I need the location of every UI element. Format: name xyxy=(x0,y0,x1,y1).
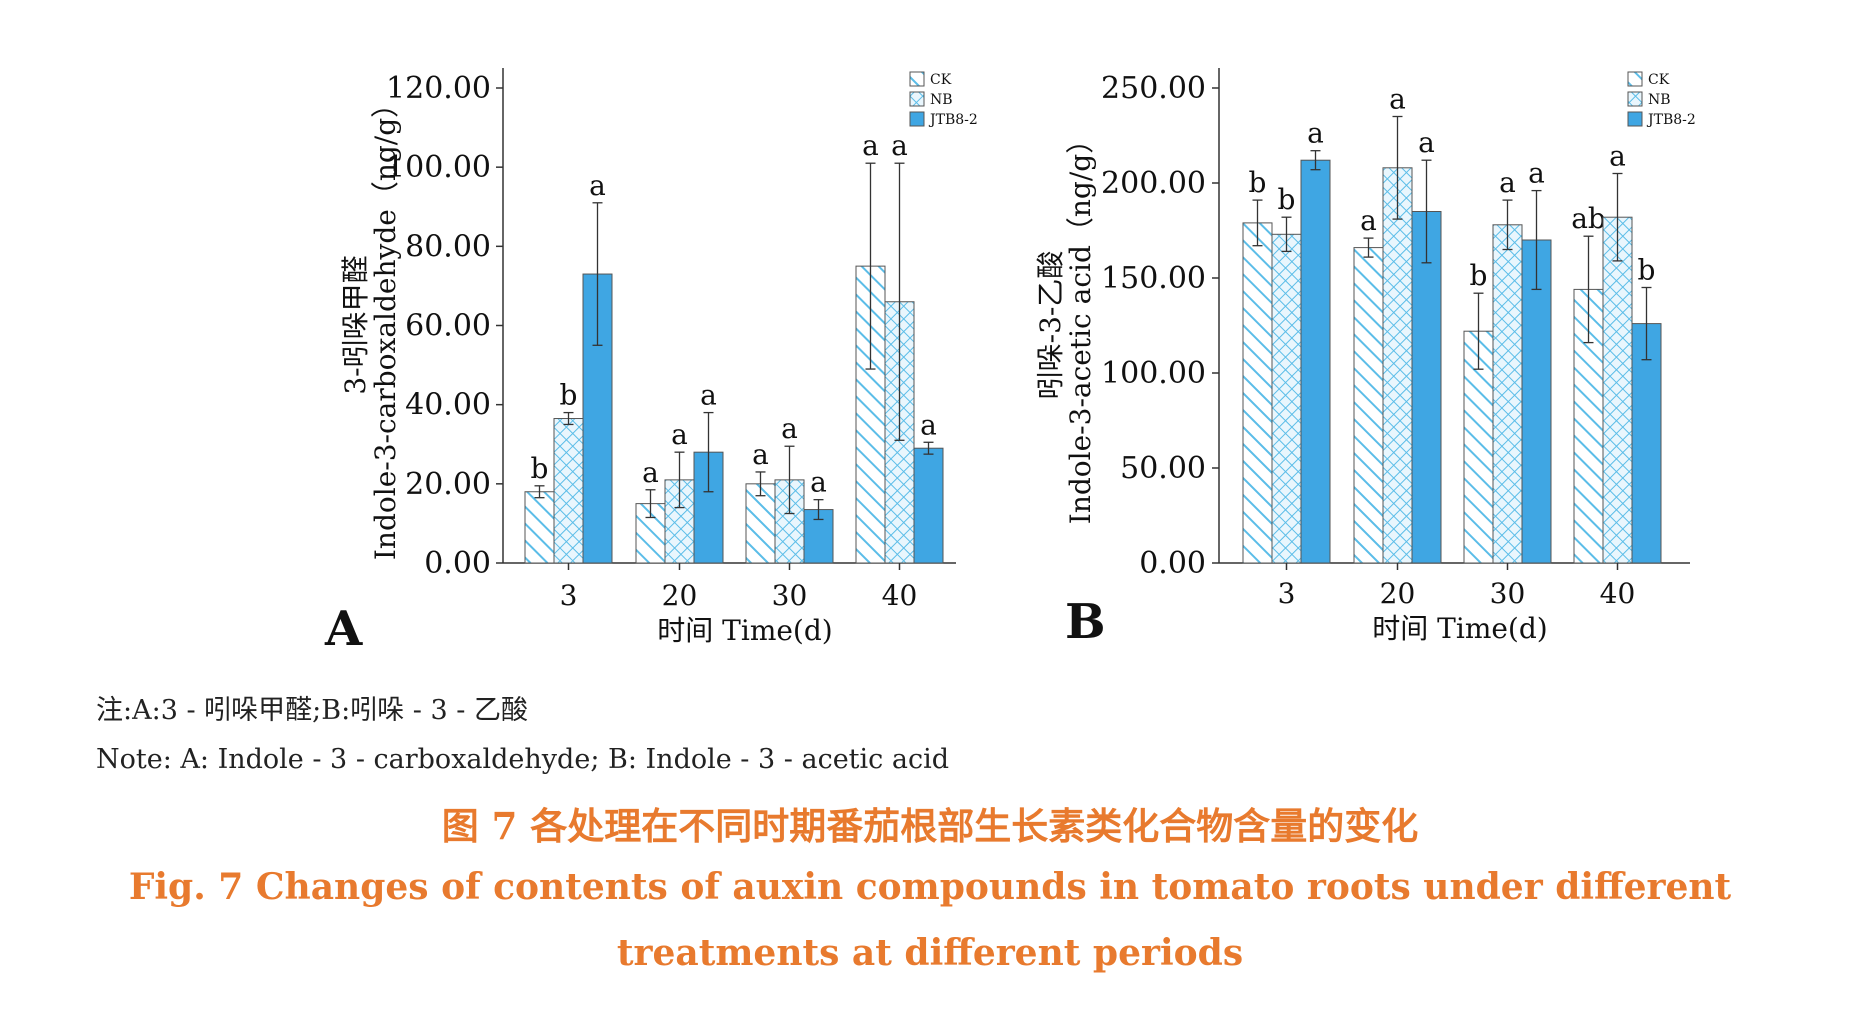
panel-a-significance-letter: a xyxy=(671,418,688,451)
panel-b-significance-letter: a xyxy=(1389,83,1406,116)
panel-a-y-axis-title-chinese: 3-吲哚甲醛 xyxy=(339,255,372,394)
panel-b-bar-nb-30 xyxy=(1492,224,1523,564)
panel-a-legend-swatch-ck xyxy=(909,71,925,87)
panel-a-x-tick-label: 30 xyxy=(772,579,808,612)
panel-b-significance-letter: b xyxy=(1638,254,1656,287)
panel-a-y-tick-label: 120.00 xyxy=(386,71,491,106)
panel-a-label: A xyxy=(324,601,363,657)
panel-b-significance-letter: a xyxy=(1307,117,1324,150)
panel-b-bar-jtb-30 xyxy=(1521,239,1552,564)
panel-b-y-tick-label: 250.00 xyxy=(1101,71,1206,106)
panel-a-significance-letter: a xyxy=(781,412,798,445)
panel-a-significance-letter: b xyxy=(560,379,578,412)
panel-b-bar-nb-40 xyxy=(1602,216,1633,564)
panel-b-x-tick-label: 3 xyxy=(1278,577,1296,610)
panel-b-significance-letter: a xyxy=(1528,157,1545,190)
figure-title-english-line1: Fig. 7 Changes of contents of auxin comp… xyxy=(128,866,1732,908)
panel-b-legend-label-nb: NB xyxy=(1648,92,1671,108)
panel-b-legend-label-ck: CK xyxy=(1648,72,1670,88)
panel-a-significance-letter: b xyxy=(531,452,549,485)
panel-a-legend-label-jtb: JTB8-2 xyxy=(928,112,978,128)
panel-a-y-tick-label: 20.00 xyxy=(405,467,491,502)
panel-b-y-tick-label: 200.00 xyxy=(1101,166,1206,201)
panel-b-significance-letter: a xyxy=(1360,204,1377,237)
panel-b-label: B xyxy=(1065,594,1106,650)
panel-a-x-tick-label: 40 xyxy=(882,579,918,612)
panel-b-bar-nb-20 xyxy=(1382,167,1413,564)
panel-b-x-axis-title: 时间 Time(d) xyxy=(1372,612,1547,645)
panel-b-significance-letter: ab xyxy=(1571,202,1606,235)
panel-a-legend-swatch-jtb xyxy=(909,111,925,127)
panel-a-legend-swatch-nb xyxy=(909,91,925,107)
panel-b-y-tick-label: 100.00 xyxy=(1101,356,1206,391)
panel-a-legend-label-ck: CK xyxy=(930,72,952,88)
panel-a-significance-letter: a xyxy=(920,408,937,441)
panel-b-significance-letter: b xyxy=(1249,166,1267,199)
figure-note-chinese: 注:A:3 - 吲哚甲醛;B:吲哚 - 3 - 乙酸 xyxy=(96,695,528,726)
panel-b-x-tick-label: 20 xyxy=(1380,577,1416,610)
figure-title-chinese: 图 7 各处理在不同时期番茄根部生长素类化合物含量的变化 xyxy=(441,804,1419,848)
panel-b-significance-letter: a xyxy=(1499,166,1516,199)
panel-b-y-tick-label: 150.00 xyxy=(1101,261,1206,296)
panel-b-legend-swatch-jtb xyxy=(1627,111,1643,127)
panel-a-significance-letter: a xyxy=(589,169,606,202)
panel-b-legend-swatch-ck xyxy=(1627,71,1643,87)
panel-a-significance-letter: a xyxy=(700,379,717,412)
panel-a-y-tick-label: 40.00 xyxy=(405,388,491,423)
panel-a-x-tick-label: 20 xyxy=(662,579,698,612)
panel-a-x-tick-label: 3 xyxy=(560,579,578,612)
panel-b-y-axis-title-chinese: 吲哚-3-乙酸 xyxy=(1034,251,1067,400)
panel-b-bar-jtb-3 xyxy=(1300,159,1331,564)
panel-b-bar-jtb-20 xyxy=(1411,211,1442,564)
panel-a-y-axis-title-english: Indole-3-carboxaldehyde（ng/g） xyxy=(369,90,402,560)
panel-a-y-tick-label: 60.00 xyxy=(405,309,491,344)
panel-b-x-tick-label: 30 xyxy=(1490,577,1526,610)
panel-b-significance-letter: a xyxy=(1418,126,1435,159)
panel-b-bar-jtb-40 xyxy=(1631,323,1662,564)
panel-b-bar-ck-3 xyxy=(1242,222,1273,564)
panel-b-legend-label-jtb: JTB8-2 xyxy=(1646,112,1696,128)
panel-a-bar-nb-3 xyxy=(553,418,584,564)
panel-b-bar-ck-20 xyxy=(1353,247,1384,564)
panel-a-y-tick-label: 0.00 xyxy=(424,546,491,581)
panel-a-y-tick-label: 100.00 xyxy=(386,150,491,185)
panel-b-y-tick-label: 0.00 xyxy=(1139,546,1206,581)
figure-title-english-line2: treatments at different periods xyxy=(616,932,1244,974)
panel-a-legend-label-nb: NB xyxy=(930,92,953,108)
panel-b-legend-swatch-nb xyxy=(1627,91,1643,107)
panel-a-bar-ck-3 xyxy=(524,491,555,564)
chart-panel-b: 0.0050.00100.00150.00200.00250.00bababba… xyxy=(1034,68,1696,650)
panel-a-y-tick-label: 80.00 xyxy=(405,229,491,264)
panel-b-significance-letter: a xyxy=(1609,140,1626,173)
panel-a-significance-letter: a xyxy=(810,466,827,499)
panel-b-y-tick-label: 50.00 xyxy=(1120,451,1206,486)
panel-b-significance-letter: b xyxy=(1470,259,1488,292)
panel-a-significance-letter: a xyxy=(752,438,769,471)
panel-a-significance-letter: a xyxy=(862,129,879,162)
panel-b-significance-letter: b xyxy=(1278,183,1296,216)
figure-note-english: Note: A: Indole - 3 - carboxaldehyde; B:… xyxy=(96,744,950,775)
panel-a-bar-jtb-40 xyxy=(913,447,944,564)
panel-a-x-axis-title: 时间 Time(d) xyxy=(657,614,832,647)
panel-a-significance-letter: a xyxy=(642,456,659,489)
panel-b-x-tick-label: 40 xyxy=(1600,577,1636,610)
panel-a-significance-letter: a xyxy=(891,129,908,162)
panel-b-bar-nb-3 xyxy=(1271,233,1302,564)
panel-b-y-axis-title-english: Indole-3-acetic acid（ng/g） xyxy=(1064,126,1097,524)
